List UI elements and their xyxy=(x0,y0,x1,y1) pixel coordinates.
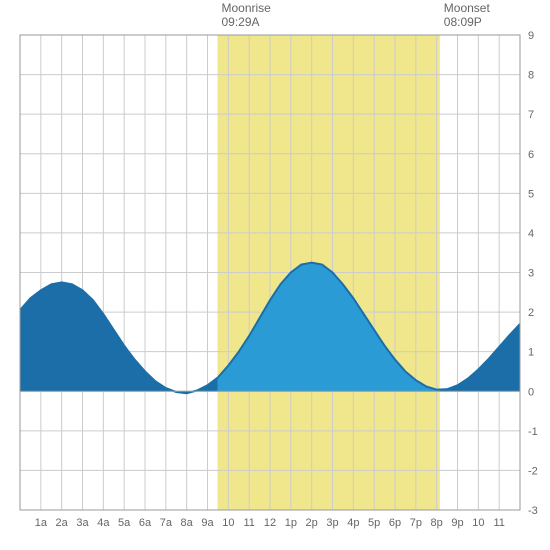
moonset-label: Moonset xyxy=(444,1,491,15)
x-tick-label: 5a xyxy=(118,517,131,529)
x-tick-label: 9a xyxy=(201,517,214,529)
y-tick-label: 2 xyxy=(528,307,534,319)
y-tick-label: 5 xyxy=(528,188,534,200)
x-tick-label: 2a xyxy=(56,517,69,529)
x-tick-label: 1a xyxy=(35,517,48,529)
x-tick-label: 4p xyxy=(347,517,359,529)
x-tick-label: 6a xyxy=(139,517,152,529)
y-tick-label: -2 xyxy=(528,465,538,477)
x-tick-label: 2p xyxy=(306,517,318,529)
x-tick-label: 8a xyxy=(181,517,194,529)
y-tick-label: 3 xyxy=(528,268,534,280)
chart-svg: 1a2a3a4a5a6a7a8a9a1011121p2p3p4p5p6p7p8p… xyxy=(0,0,550,550)
x-tick-label: 3a xyxy=(76,517,89,529)
x-tick-label: 7p xyxy=(410,517,422,529)
x-tick-label: 10 xyxy=(222,517,234,529)
y-tick-label: 7 xyxy=(528,109,534,121)
x-tick-label: 11 xyxy=(243,517,254,529)
y-tick-label: 4 xyxy=(528,228,534,240)
x-tick-label: 3p xyxy=(326,517,338,529)
x-tick-label: 8p xyxy=(431,517,443,529)
y-tick-label: -3 xyxy=(528,505,538,517)
x-tick-label: 1p xyxy=(285,517,297,529)
x-tick-label: 7a xyxy=(160,517,173,529)
y-tick-label: 0 xyxy=(528,386,534,398)
x-tick-label: 6p xyxy=(389,517,401,529)
x-tick-label: 9p xyxy=(451,517,463,529)
tide-chart: 1a2a3a4a5a6a7a8a9a1011121p2p3p4p5p6p7p8p… xyxy=(0,0,550,550)
moonset-time: 08:09P xyxy=(444,15,482,29)
y-tick-label: 9 xyxy=(528,30,534,42)
x-tick-label: 11 xyxy=(493,517,504,529)
x-tick-label: 4a xyxy=(97,517,110,529)
x-tick-label: 12 xyxy=(264,517,276,529)
x-tick-label: 10 xyxy=(472,517,484,529)
moonrise-label: Moonrise xyxy=(222,1,272,15)
y-tick-label: 6 xyxy=(528,149,534,161)
y-tick-label: -1 xyxy=(528,426,538,438)
x-tick-label: 5p xyxy=(368,517,380,529)
moonrise-time: 09:29A xyxy=(222,15,260,29)
y-tick-label: 1 xyxy=(528,347,534,359)
y-tick-label: 8 xyxy=(528,70,534,82)
